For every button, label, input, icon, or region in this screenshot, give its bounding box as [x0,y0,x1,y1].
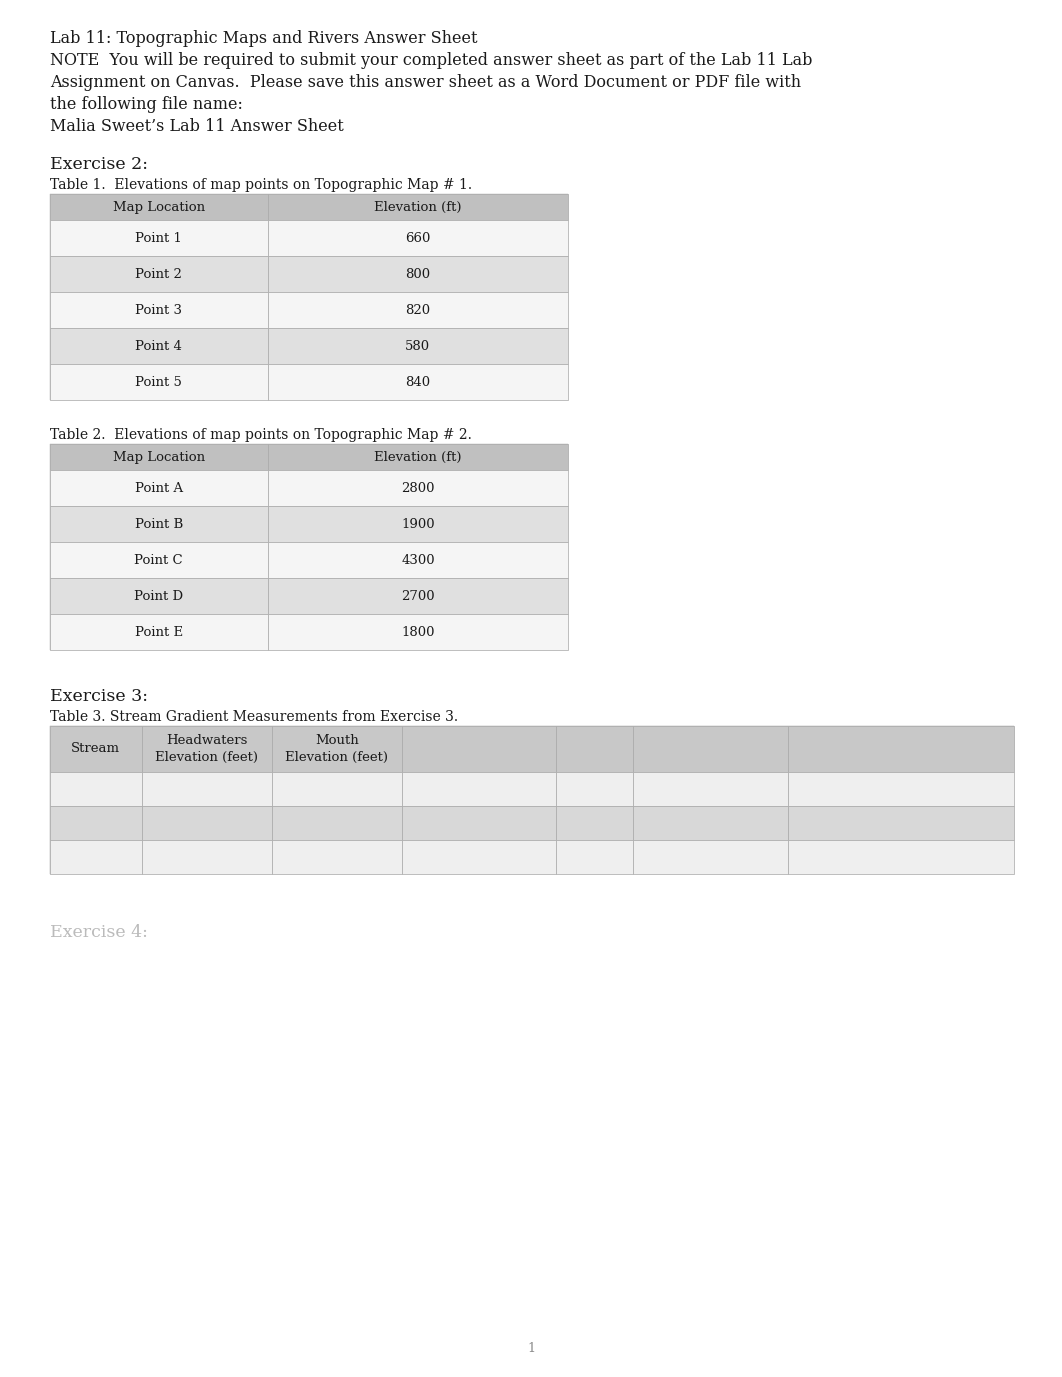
Text: 580: 580 [406,340,430,353]
Bar [268,470,568,505]
Bar [50,256,268,292]
Text: 2700: 2700 [401,589,434,603]
Text: Point 1: Point 1 [135,231,183,245]
Bar [401,772,556,806]
Text: Malia Sweet’s Lab 11 Answer Sheet: Malia Sweet’s Lab 11 Answer Sheet [50,118,344,135]
Text: the following file name:: the following file name: [50,96,243,113]
Bar [268,220,568,256]
Bar [268,543,568,578]
Bar [50,470,268,505]
Bar [268,194,568,220]
Bar [788,726,1014,772]
Text: Table 1.  Elevations of map points on Topographic Map # 1.: Table 1. Elevations of map points on Top… [50,178,472,191]
Text: Stream: Stream [71,742,120,756]
Bar [50,543,268,578]
Text: Map Location: Map Location [113,450,205,464]
Bar [788,806,1014,840]
Bar [268,292,568,328]
Text: 1: 1 [527,1343,535,1355]
Text: 660: 660 [406,231,430,245]
Text: 1900: 1900 [401,518,434,530]
Bar [50,578,268,614]
Text: 840: 840 [406,376,430,388]
Bar [268,443,568,470]
Bar [141,772,272,806]
Bar [268,328,568,364]
Text: Exercise 4:: Exercise 4: [50,924,148,940]
Bar [141,726,272,772]
Bar [556,806,633,840]
Bar [401,840,556,874]
Bar [50,726,1014,874]
Text: 1800: 1800 [401,625,434,639]
Text: Point E: Point E [135,625,183,639]
Bar [50,443,568,650]
Bar [50,726,141,772]
Text: Point C: Point C [135,554,183,566]
Text: Elevation (ft): Elevation (ft) [374,450,462,464]
Text: Table 2.  Elevations of map points on Topographic Map # 2.: Table 2. Elevations of map points on Top… [50,428,472,442]
Bar [50,505,268,543]
Bar [633,726,788,772]
Text: Map Location: Map Location [113,201,205,213]
Bar [268,256,568,292]
Text: Point 3: Point 3 [135,303,183,317]
Bar [401,726,556,772]
Text: Point D: Point D [134,589,184,603]
Text: 2800: 2800 [401,482,434,494]
Bar [268,364,568,399]
Text: Point 4: Point 4 [135,340,183,353]
Bar [50,194,568,399]
Bar [272,772,401,806]
Text: Exercise 2:: Exercise 2: [50,156,148,174]
Text: 820: 820 [406,303,430,317]
Bar [50,614,268,650]
Bar [556,772,633,806]
Text: NOTE  You will be required to submit your completed answer sheet as part of the : NOTE You will be required to submit your… [50,52,812,69]
Bar [633,772,788,806]
Bar [50,772,141,806]
Bar [141,840,272,874]
Text: Lab 11: Topographic Maps and Rivers Answer Sheet: Lab 11: Topographic Maps and Rivers Answ… [50,30,478,47]
Bar [401,806,556,840]
Bar [272,726,401,772]
Bar [50,328,268,364]
Bar [556,840,633,874]
Bar [50,194,268,220]
Bar [788,840,1014,874]
Text: 800: 800 [406,267,430,281]
Bar [50,443,268,470]
Text: Point A: Point A [135,482,183,494]
Bar [268,578,568,614]
Bar [272,806,401,840]
Bar [141,806,272,840]
Bar [50,220,268,256]
Bar [633,806,788,840]
Bar [556,726,633,772]
Text: Table 3. Stream Gradient Measurements from Exercise 3.: Table 3. Stream Gradient Measurements fr… [50,711,458,724]
Text: Point 2: Point 2 [135,267,183,281]
Bar [268,614,568,650]
Text: Exercise 3:: Exercise 3: [50,688,148,705]
Text: Mouth
Elevation (feet): Mouth Elevation (feet) [286,734,389,763]
Bar [50,806,141,840]
Text: Elevation (ft): Elevation (ft) [374,201,462,213]
Text: Point 5: Point 5 [135,376,183,388]
Text: Point B: Point B [135,518,183,530]
Bar [633,840,788,874]
Bar [50,292,268,328]
Bar [50,840,141,874]
Text: Assignment on Canvas.  Please save this answer sheet as a Word Document or PDF f: Assignment on Canvas. Please save this a… [50,74,801,91]
Bar [50,364,268,399]
Text: Headwaters
Elevation (feet): Headwaters Elevation (feet) [155,734,258,763]
Bar [788,772,1014,806]
Bar [272,840,401,874]
Bar [268,505,568,543]
Text: 4300: 4300 [401,554,434,566]
